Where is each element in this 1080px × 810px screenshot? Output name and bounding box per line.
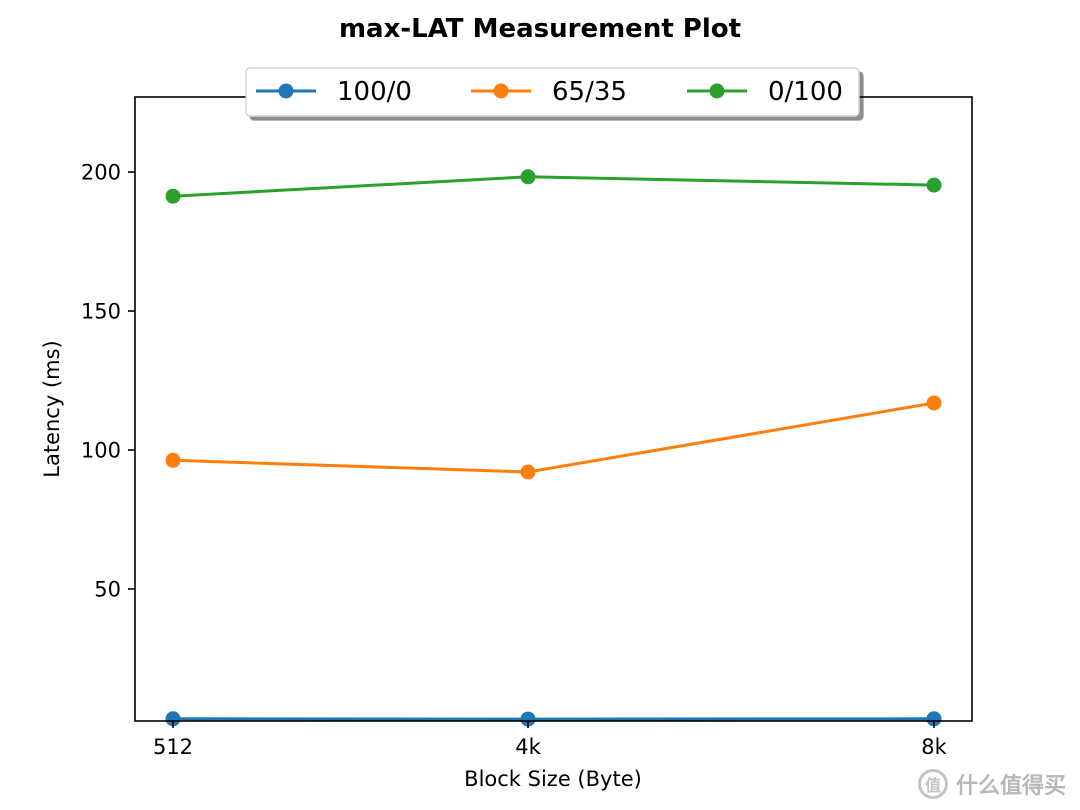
- legend-marker: [709, 83, 725, 99]
- legend-entry: 0/100: [687, 77, 843, 107]
- data-point: [926, 395, 942, 411]
- legend-label: 0/100: [768, 77, 843, 107]
- y-axis-ticks: 50 100 150 200: [81, 161, 135, 601]
- legend-label: 65/35: [552, 77, 627, 107]
- chart-title: max-LAT Measurement Plot: [339, 14, 741, 44]
- x-tick-label: 8k: [921, 735, 947, 759]
- watermark: 值 什么值得买: [917, 768, 1066, 800]
- data-point: [165, 711, 181, 727]
- data-point: [520, 464, 536, 480]
- data-point: [165, 188, 181, 204]
- x-axis-label: Block Size (Byte): [464, 767, 642, 791]
- y-tick-label: 100: [81, 438, 121, 462]
- x-tick-label: 512: [153, 735, 193, 759]
- series-0-100: [165, 169, 942, 204]
- legend: 100/0 65/35 0/100: [245, 67, 860, 117]
- y-tick-label: 150: [81, 300, 121, 324]
- watermark-logo-icon: 值: [917, 769, 948, 799]
- data-point: [520, 169, 536, 185]
- data-point: [520, 711, 536, 727]
- data-point: [926, 711, 942, 727]
- watermark-text: 什么值得买: [955, 774, 1066, 799]
- legend-label: 100/0: [337, 77, 412, 107]
- legend-marker: [493, 83, 509, 99]
- x-axis-ticks: 512 4k 8k: [153, 721, 948, 759]
- legend-entry: 100/0: [256, 77, 412, 107]
- series-100-0: [165, 711, 942, 727]
- plot-area: [135, 97, 972, 721]
- data-point: [926, 177, 942, 193]
- y-tick-label: 200: [81, 161, 121, 185]
- series-65-35: [165, 395, 942, 480]
- data-point: [165, 452, 181, 468]
- y-tick-label: 50: [94, 577, 121, 601]
- series-layer: [165, 169, 942, 727]
- legend-marker: [278, 83, 294, 99]
- x-tick-label: 4k: [515, 735, 541, 759]
- y-axis-label: Latency (ms): [40, 340, 64, 477]
- legend-box: [245, 67, 860, 117]
- legend-entry: 65/35: [471, 77, 627, 107]
